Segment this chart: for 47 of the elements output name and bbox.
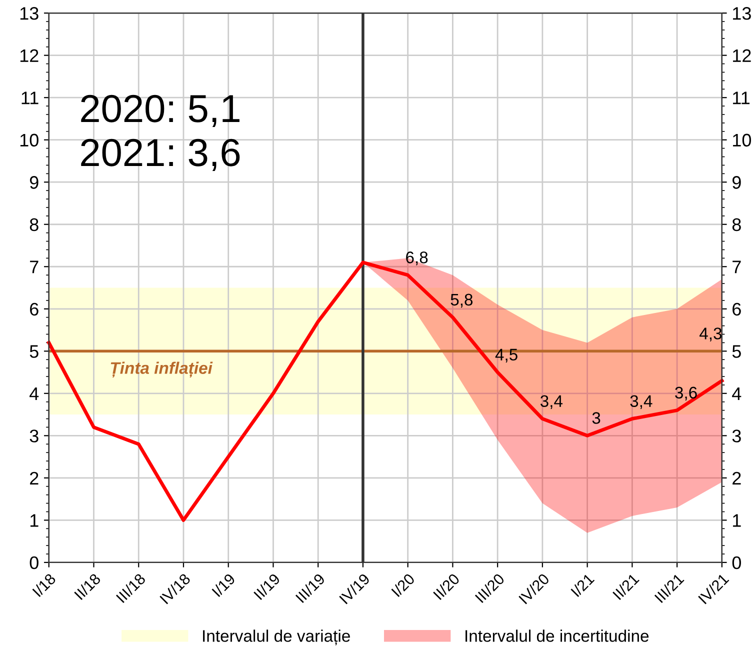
legend-label: Intervalul de incertitudine [466,630,649,642]
data-label: 3,4 [630,395,652,409]
y2-tick-label: 5 [732,345,741,358]
legend-label: Intervalul de variație [203,630,350,646]
y2-tick-label: 6 [732,302,741,316]
y-tick-label: 12 [20,49,38,62]
y-tick-label: 0 [30,556,38,570]
data-label: 3,4 [540,395,563,409]
y2-tick-label: 3 [732,430,741,442]
y-tick-label: 5 [30,345,38,358]
ref-line-label: Ținta inflației [110,362,213,378]
x-tick-label: I/18 [32,572,56,598]
y2-tick-label: 8 [732,218,741,232]
y-tick-label: 11 [22,92,38,104]
y-tick-label: 8 [30,218,38,232]
y2-tick-label: 11 [733,92,750,104]
data-label: 5,8 [450,294,473,308]
y-tick-label: 2 [30,472,38,484]
y2-tick-label: 13 [733,7,751,20]
y2-tick-label: 12 [733,49,751,62]
y-tick-label: 13 [20,7,38,20]
y-tick-label: 1 [30,514,38,527]
data-label: 3 [592,412,600,424]
y-tick-label: 7 [30,260,38,274]
y-tick-label: 4 [30,388,39,400]
annotation: 2021: 3,6 [81,138,240,171]
data-label: 6,8 [406,252,428,266]
x-tick-label: II/21 [612,572,640,600]
y2-tick-label: 10 [733,134,752,147]
y-tick-label: 6 [30,302,38,316]
y-tick-label: 9 [30,176,38,189]
data-label: 4,3 [700,328,722,342]
y-tick-label: 3 [30,430,38,442]
y-tick-label: 10 [20,134,38,147]
data-label: 3,6 [675,386,697,401]
y2-tick-label: 7 [732,260,741,274]
x-tick-label: II/19 [253,572,281,600]
x-tick-label: I/21 [570,572,595,598]
y2-tick-label: 0 [732,556,741,570]
y2-tick-label: 9 [732,176,741,189]
y2-tick-label: 1 [733,514,741,527]
y2-tick-label: 2 [732,472,741,484]
annotation: 2020: 5,1 [81,94,240,127]
x-tick-label: I/20 [390,572,416,598]
data-label: 4,5 [495,348,518,362]
x-tick-label: I/19 [211,572,236,598]
y2-tick-label: 4 [732,388,742,400]
